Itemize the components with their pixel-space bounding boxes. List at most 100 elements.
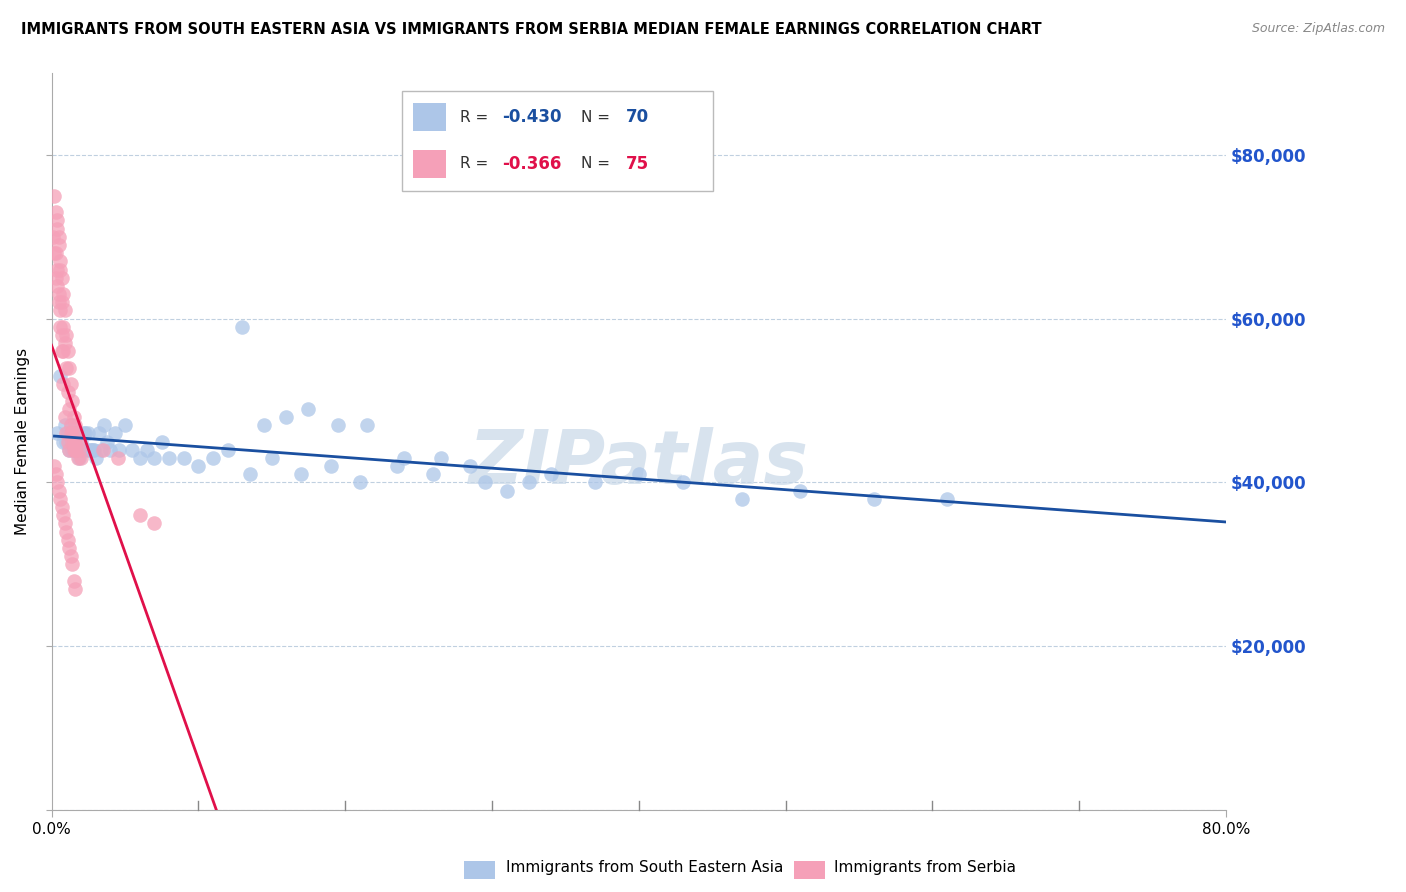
Point (474, 475, 496, 490)
Point (59, 549, 82, 564)
Point (48, 295, 70, 310)
Point (356, 418, 378, 433)
Point (392, 450, 415, 465)
Point (45, 467, 67, 482)
Point (495, 483, 517, 498)
Point (70, 450, 93, 465)
Point (58, 442, 80, 457)
Point (49, 262, 72, 277)
Point (46, 221, 69, 235)
Point (49, 254, 72, 268)
Point (253, 418, 276, 433)
Point (46, 475, 69, 490)
Point (173, 450, 195, 465)
Point (84, 450, 107, 465)
Point (53, 516, 76, 531)
Text: -0.430: -0.430 (502, 108, 562, 126)
Point (239, 467, 262, 482)
Text: IMMIGRANTS FROM SOUTH EASTERN ASIA VS IMMIGRANTS FROM SERBIA MEDIAN FEMALE EARNI: IMMIGRANTS FROM SOUTH EASTERN ASIA VS IM… (21, 22, 1042, 37)
Point (93, 418, 115, 433)
Point (52, 319, 75, 334)
Point (349, 475, 371, 490)
FancyBboxPatch shape (413, 103, 446, 131)
Point (143, 516, 166, 531)
Point (63, 426, 86, 441)
Point (517, 475, 540, 490)
Point (114, 418, 136, 433)
Point (67, 450, 90, 465)
Point (45, 270, 67, 285)
Point (63, 434, 86, 449)
Text: R =: R = (460, 110, 494, 125)
Point (62, 409, 84, 424)
Point (108, 442, 131, 457)
Point (46, 262, 69, 277)
Point (385, 459, 408, 474)
Point (53, 303, 76, 318)
Text: ZIPatlas: ZIPatlas (468, 427, 808, 500)
Point (55, 328, 77, 343)
Text: 75: 75 (626, 154, 650, 173)
Point (65, 426, 87, 441)
Point (121, 442, 143, 457)
Point (58, 360, 80, 375)
Point (60, 558, 83, 572)
Point (76, 442, 98, 457)
Point (80, 442, 103, 457)
Point (72, 442, 94, 457)
Point (91, 442, 114, 457)
Point (136, 442, 159, 457)
Point (90, 442, 112, 457)
Text: 70: 70 (626, 108, 650, 126)
Point (62, 442, 84, 457)
Point (58, 401, 80, 416)
Point (82, 442, 104, 457)
Point (202, 450, 225, 465)
Point (53, 418, 76, 433)
Point (52, 508, 75, 523)
Point (77, 426, 100, 441)
Point (60, 426, 83, 441)
Point (56, 426, 79, 441)
Text: Immigrants from South Eastern Asia: Immigrants from South Eastern Asia (506, 860, 783, 874)
Text: N =: N = (581, 156, 616, 171)
Point (422, 467, 444, 482)
Point (231, 319, 253, 334)
Point (52, 377, 75, 392)
Point (60, 393, 83, 408)
Point (45, 246, 67, 260)
Point (276, 409, 298, 424)
Point (55, 524, 77, 539)
Point (67, 442, 90, 457)
Point (62, 574, 84, 588)
Point (66, 450, 89, 465)
Text: Immigrants from Serbia: Immigrants from Serbia (834, 860, 1015, 874)
Point (319, 459, 342, 474)
Point (96, 434, 118, 449)
FancyBboxPatch shape (402, 91, 713, 191)
Point (672, 475, 695, 490)
Point (458, 459, 481, 474)
Point (789, 483, 811, 498)
Point (46, 279, 69, 293)
Point (65, 442, 87, 457)
Point (75, 426, 97, 441)
Point (44, 459, 66, 474)
FancyBboxPatch shape (413, 150, 446, 178)
Point (55, 426, 77, 441)
Point (70, 434, 93, 449)
Point (46, 426, 69, 441)
Point (58, 541, 80, 555)
Point (49, 303, 72, 318)
Point (56, 344, 79, 359)
Point (59, 418, 82, 433)
Point (48, 238, 70, 252)
Point (62, 434, 84, 449)
Text: N =: N = (581, 110, 616, 125)
Point (60, 442, 83, 457)
Point (104, 426, 127, 441)
Point (87, 426, 110, 441)
Point (936, 491, 959, 506)
Point (83, 442, 105, 457)
Point (45, 205, 67, 219)
